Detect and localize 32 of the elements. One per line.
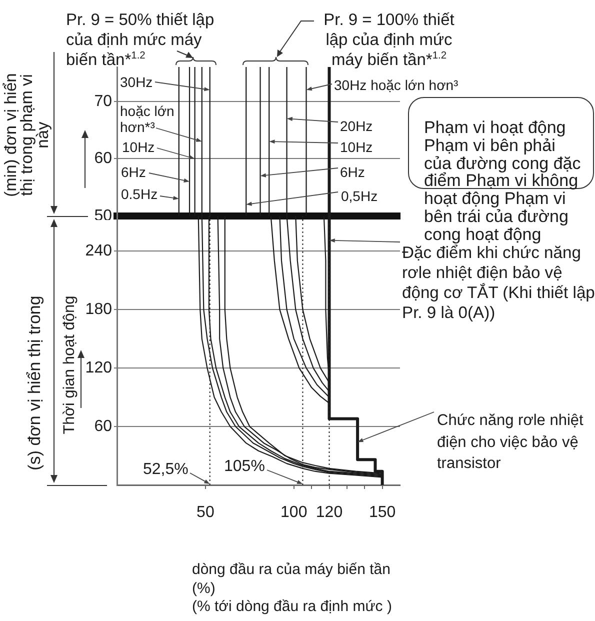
y-tick-label: 240: [85, 242, 112, 260]
annotation: Chức năng rơle nhiệt điện cho việc bảo vệ transistor: [437, 411, 584, 474]
annotation: 0.5Hz: [121, 186, 158, 202]
annotation: 10Hz: [122, 139, 155, 155]
text: (s) đơn vị hiển thị trong: [25, 296, 45, 470]
y-tick-label: 120: [85, 359, 112, 376]
y-tick-label: 60: [94, 418, 112, 435]
x-tick-label: 120: [316, 504, 343, 522]
annotation: Pr. 9 = 100% thiết lập của định mức máy biến tần*$^{1.2}$: [322, 10, 456, 70]
annotation: Đặc điểm khi chức năng rơle nhiệt điện bảo vệ động cơ TẮT (Khi thiết lập Pr. 9 là 0(A)): [402, 243, 595, 323]
y-tick-label: 60: [94, 150, 112, 168]
annotation: 30Hz hoặc lớn hơn³: [334, 77, 458, 93]
text: (% tới dòng đầu ra định mức ): [192, 598, 392, 616]
y-tick-label: 70: [94, 92, 112, 110]
annotation: 0,5Hz: [341, 188, 378, 204]
annotation: Pr. 9 = 50% thiết lập của định mức máy biến tần*$^{1.2}$: [66, 10, 216, 70]
annotation: 30Hz: [120, 74, 153, 90]
annotation: 6Hz: [340, 164, 365, 180]
y-axis-title: (min) đơn vị hiển thị trong phạm vi này: [2, 72, 52, 199]
annotation: hoặc lớn hơn*³: [120, 103, 176, 135]
x-tick-label: 150: [368, 504, 396, 522]
ref-line-label: 105%: [224, 458, 265, 476]
annotation: 20Hz: [340, 118, 373, 134]
x-tick-label: 50: [196, 504, 214, 522]
x-tick-label: 100: [280, 504, 308, 522]
text: Phạm vi hoạt động Phạm vi bên phải của đường cong đặc điểm Phạm vi không hoạt động Phạm vi bên trái của đường cong hoạt động: [424, 118, 582, 244]
annotation: 6Hz: [121, 164, 146, 180]
ref-line-label: 52,5%: [143, 461, 188, 479]
x-axis-title: dòng đầu ra của máy biến tần (%): [192, 561, 392, 598]
y-axis-title: Thời gian hoạt động: [61, 296, 79, 434]
y-tick-label: 180: [85, 300, 112, 318]
annotation: 10Hz: [340, 139, 373, 155]
